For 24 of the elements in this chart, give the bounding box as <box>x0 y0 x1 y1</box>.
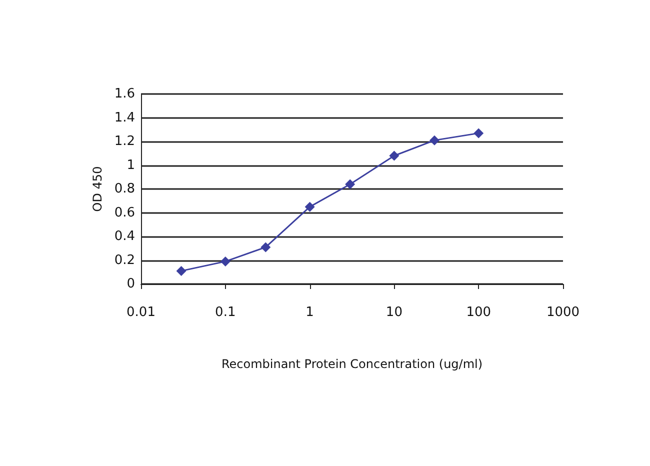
y-tick-label: 0.4 <box>114 229 135 244</box>
y-axis-title: OD 450 <box>90 166 104 212</box>
x-tick-label: 1000 <box>546 305 580 320</box>
y-tick-label: 1 <box>126 158 135 173</box>
x-tick-label: 0.01 <box>126 305 156 320</box>
y-tick-label: 1.2 <box>114 134 135 149</box>
y-tick-label: 1.4 <box>114 110 135 126</box>
y-tick-label: 0.6 <box>114 205 135 220</box>
x-tick-label: 0.1 <box>215 305 236 320</box>
point <box>389 150 400 161</box>
point <box>474 128 484 138</box>
point <box>220 256 230 266</box>
y-tick-label: 0 <box>126 276 135 292</box>
point <box>345 179 356 190</box>
point <box>304 202 315 212</box>
y-tick-label: 0.2 <box>114 252 135 268</box>
x-tick-label: 1 <box>306 305 314 320</box>
x-axis-title: Recombinant Protein Concentration (ug/ml) <box>221 357 483 371</box>
point <box>176 266 186 276</box>
y-tick-label: 1.6 <box>114 86 135 102</box>
x-tick-label: 100 <box>466 305 492 320</box>
x-tick-label: 10 <box>386 305 402 320</box>
point <box>260 242 271 252</box>
y-tick-label: 0.8 <box>114 182 135 196</box>
